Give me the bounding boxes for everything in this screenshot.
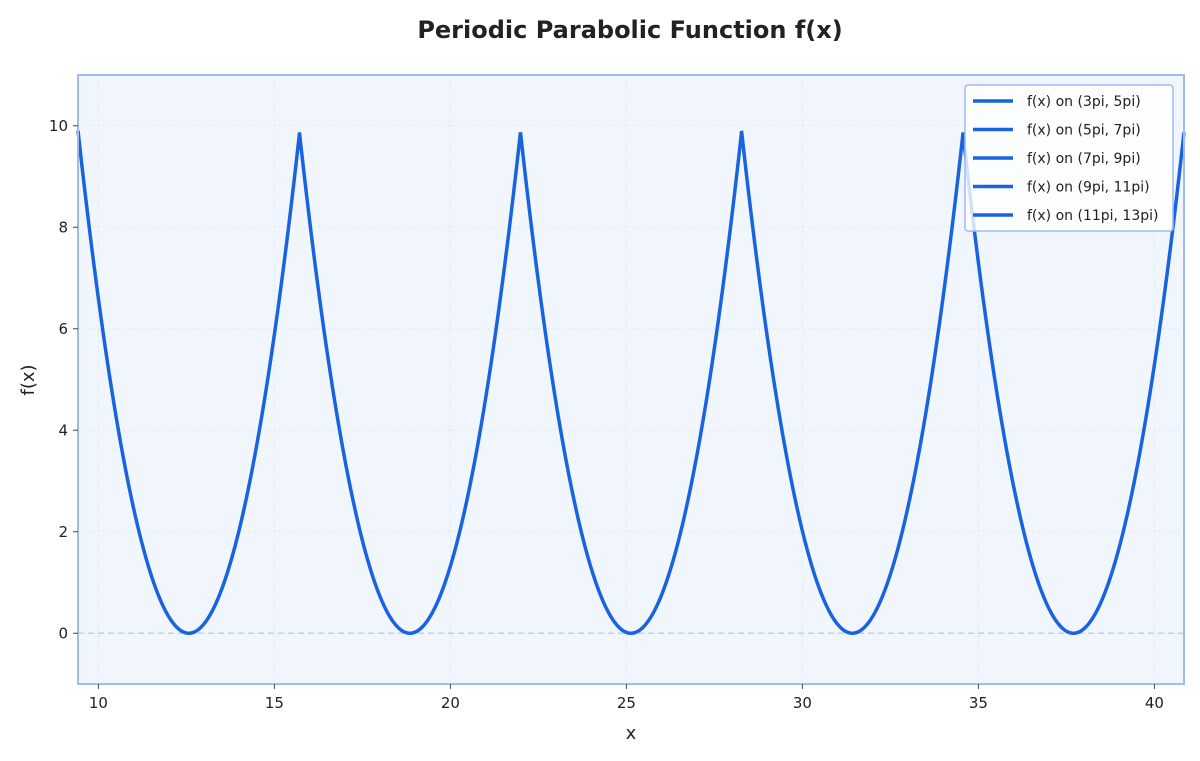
y-axis-label: f(x): [18, 364, 39, 395]
legend: f(x) on (3pi, 5pi) f(x) on (5pi, 7pi) f(x)…: [964, 84, 1174, 232]
y-tick-label: 4: [58, 421, 68, 439]
x-tick-label: 30: [793, 694, 812, 712]
plot-frame: [77, 74, 1185, 685]
y-tick-label: 2: [58, 523, 68, 541]
legend-label-5: f(x) on (11pi, 13pi): [1027, 208, 1158, 224]
legend-label-1: f(x) on (3pi, 5pi): [1027, 94, 1141, 110]
series-line-2: [297, 132, 523, 635]
chart-title: Periodic Parabolic Function f(x): [417, 16, 842, 44]
series-line-4: [739, 130, 965, 635]
series-lines: [76, 130, 1186, 635]
x-tick-label: 35: [969, 694, 988, 712]
y-axis-ticks: 0 2 4 6 8 10: [49, 117, 78, 642]
series-line-1: [76, 130, 302, 635]
y-tick-label: 6: [58, 320, 68, 338]
x-tick-label: 20: [441, 694, 460, 712]
x-tick-label: 15: [265, 694, 284, 712]
y-tick-label: 0: [58, 624, 68, 642]
legend-label-3: f(x) on (7pi, 9pi): [1027, 151, 1141, 167]
legend-label-2: f(x) on (5pi, 7pi): [1027, 123, 1141, 139]
legend-box: [964, 84, 1174, 232]
legend-label-4: f(x) on (9pi, 11pi): [1027, 180, 1150, 196]
x-tick-label: 25: [617, 694, 636, 712]
y-tick-label: 10: [49, 117, 68, 135]
x-tick-label: 10: [89, 694, 108, 712]
series-line-3: [518, 132, 744, 635]
x-axis-label: x: [626, 723, 637, 744]
x-tick-label: 40: [1145, 694, 1164, 712]
y-tick-label: 8: [58, 218, 68, 236]
series-line-5: [961, 132, 1186, 635]
x-axis-ticks: 10 15 20 25 30 35 40: [89, 684, 1164, 712]
